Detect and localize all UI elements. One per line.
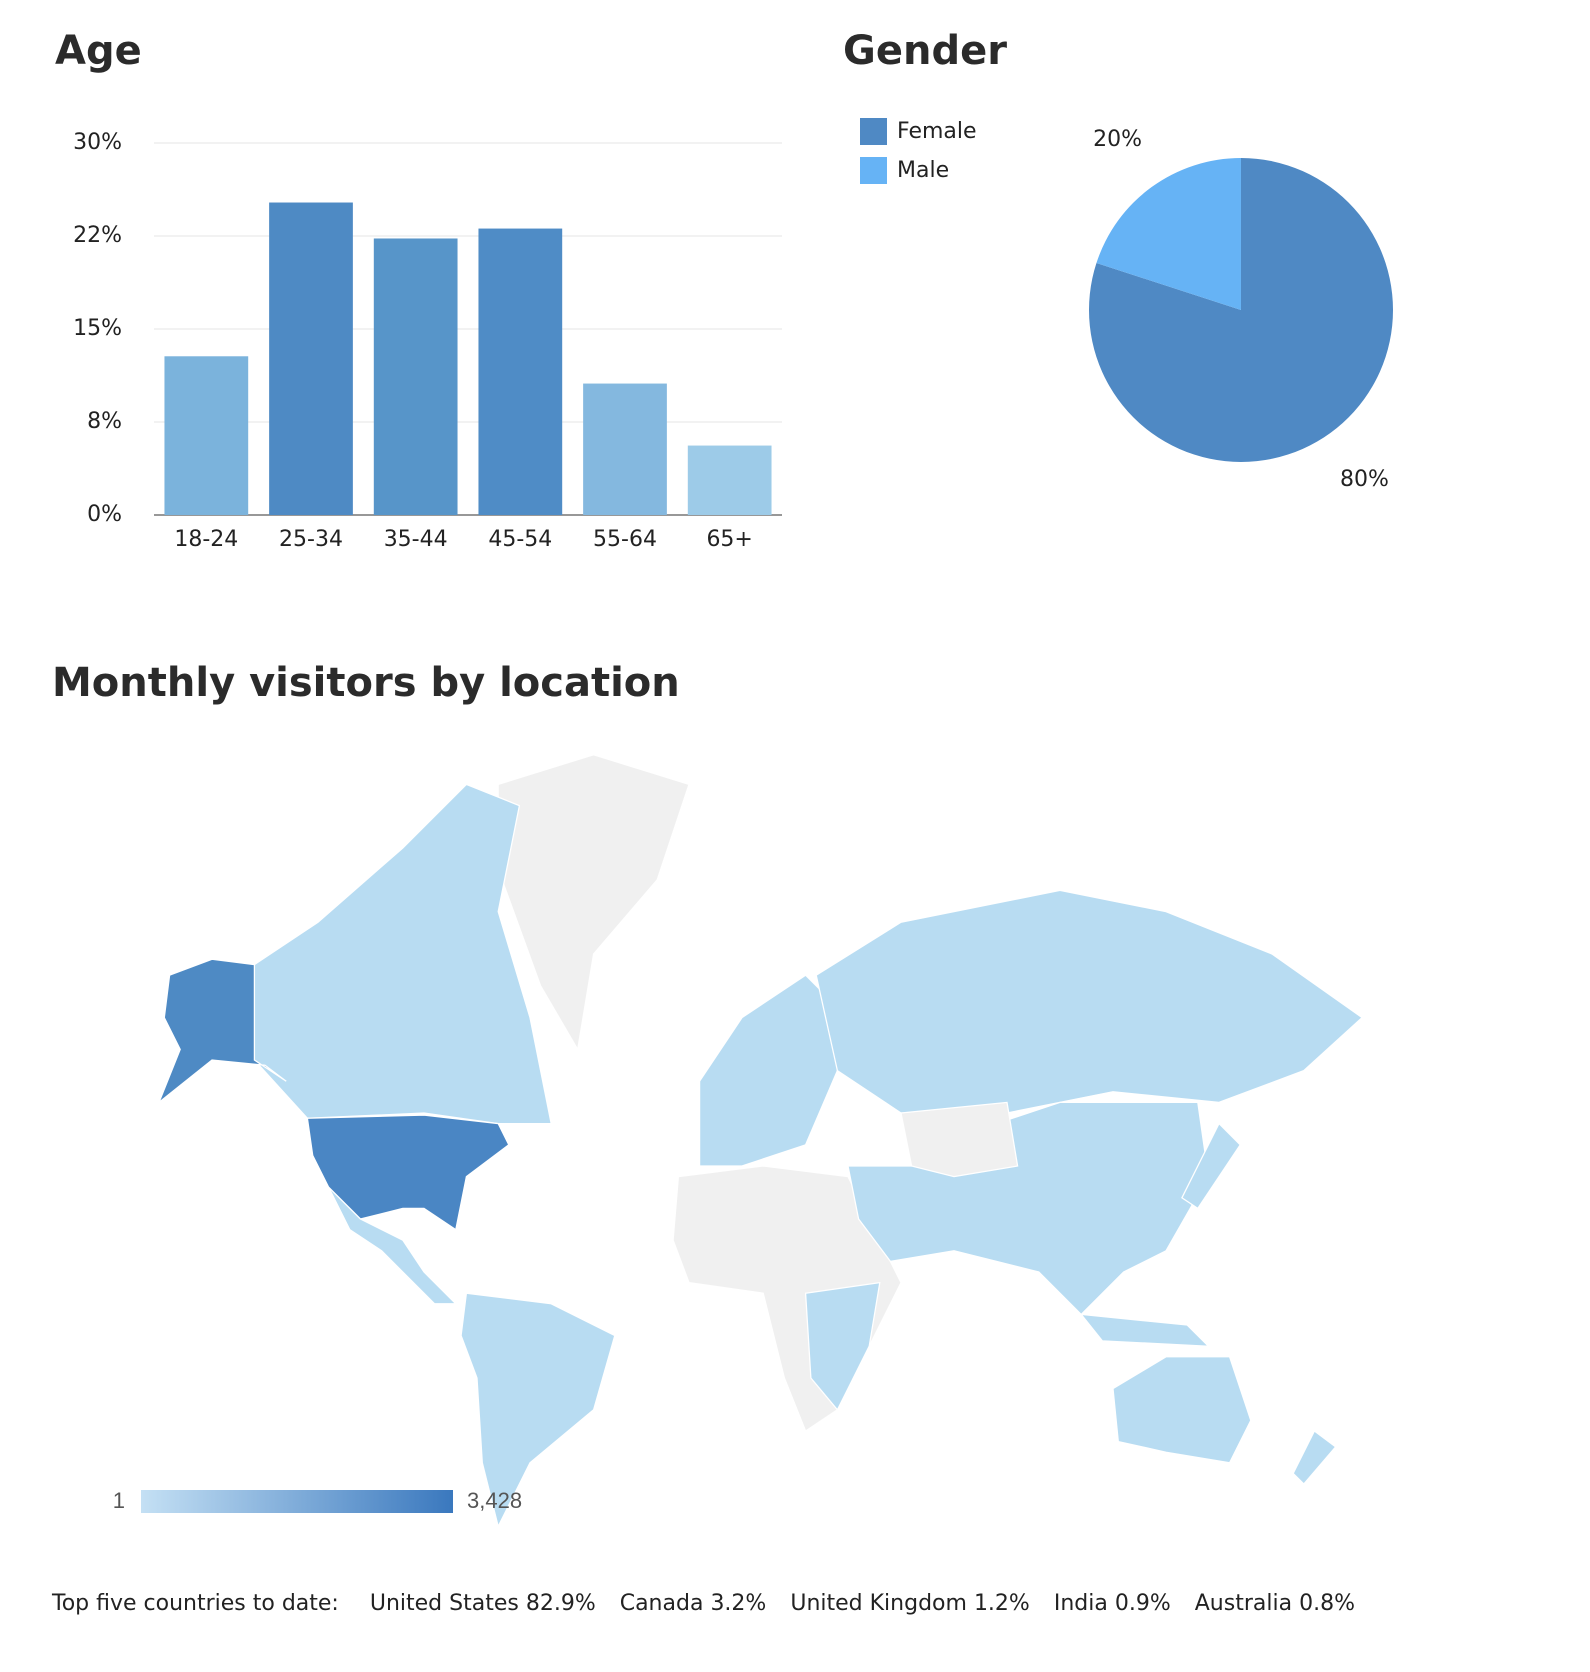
- top-countries: Top five countries to date: United State…: [51, 1591, 1355, 1616]
- bar: [583, 383, 667, 515]
- country-name: Australia: [1195, 1591, 1292, 1616]
- x-tick-label: 65+: [706, 527, 752, 552]
- slice-label: 20%: [1093, 127, 1142, 152]
- y-tick-label: 30%: [73, 130, 122, 155]
- country-share: 3.2%: [710, 1591, 766, 1616]
- x-tick-label: 45-54: [488, 527, 552, 552]
- pie-slice: [1096, 158, 1241, 310]
- country-name: Canada: [620, 1591, 704, 1616]
- scale-max: 3,428: [467, 1488, 522, 1513]
- gender-title: Gender: [843, 28, 1007, 74]
- country-name: United States: [370, 1591, 519, 1616]
- slice-label: 80%: [1340, 467, 1389, 492]
- x-tick-label: 55-64: [593, 527, 657, 552]
- bar: [269, 202, 353, 515]
- country-share: 0.8%: [1299, 1591, 1355, 1616]
- country-name: India: [1054, 1591, 1108, 1616]
- bar: [373, 238, 458, 516]
- age-title: Age: [55, 28, 142, 74]
- world-map: [157, 754, 1364, 1529]
- y-tick-label: 15%: [73, 316, 122, 341]
- legend-label: Female: [897, 119, 977, 144]
- country-share: 82.9%: [526, 1591, 596, 1616]
- x-tick-label: 25-34: [279, 527, 343, 552]
- top-countries-label: Top five countries to date:: [51, 1591, 339, 1616]
- y-tick-label: 8%: [87, 409, 122, 434]
- bar: [164, 356, 249, 515]
- x-tick-label: 18-24: [174, 527, 238, 552]
- map-title: Monthly visitors by location: [52, 660, 680, 706]
- x-tick-label: 35-44: [384, 527, 448, 552]
- bar: [478, 228, 563, 515]
- scale-min: 1: [113, 1488, 125, 1513]
- legend-label: Male: [897, 158, 949, 183]
- y-tick-label: 22%: [73, 223, 122, 248]
- color-scale: [141, 1490, 453, 1513]
- legend-swatch: [860, 118, 887, 145]
- y-tick-label: 0%: [87, 502, 122, 527]
- country-name: United Kingdom: [790, 1591, 967, 1616]
- country-share: 0.9%: [1115, 1591, 1171, 1616]
- country-share: 1.2%: [974, 1591, 1030, 1616]
- bar: [687, 445, 772, 515]
- legend-swatch: [860, 157, 887, 184]
